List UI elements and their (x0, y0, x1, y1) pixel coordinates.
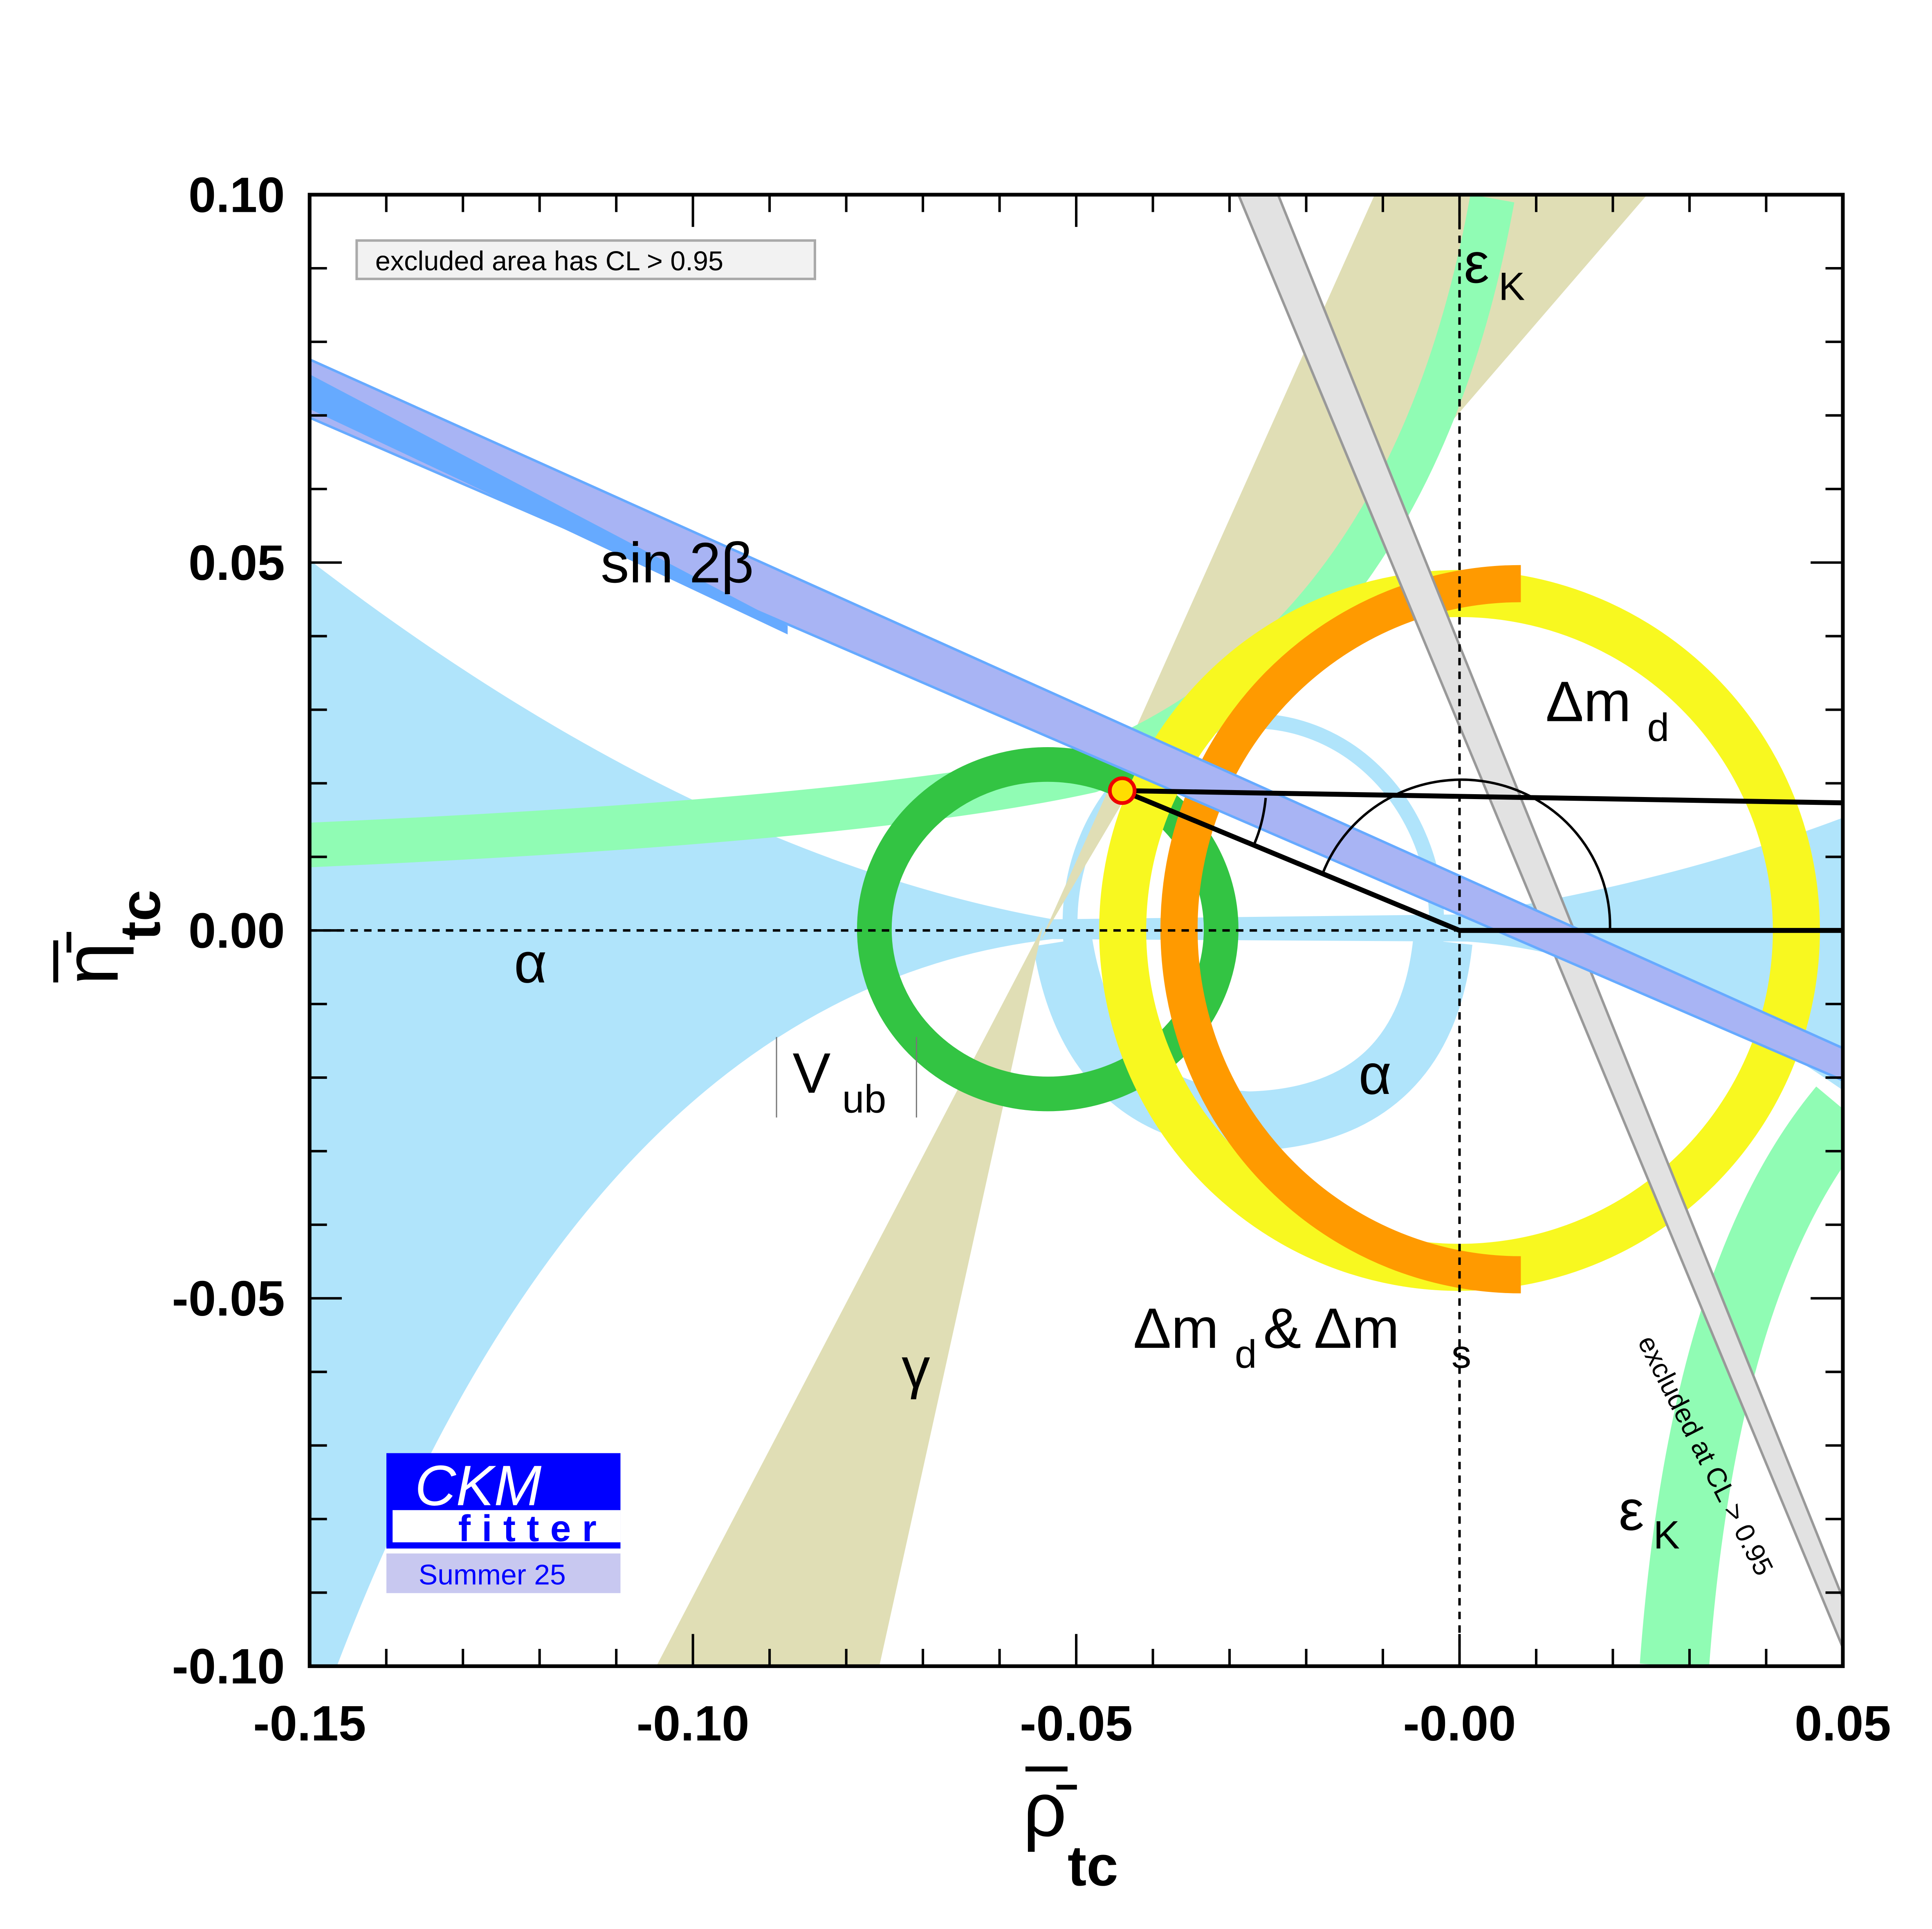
svg-text:CKM: CKM (415, 1454, 542, 1518)
x-axis-title: ρ̄ tc (1023, 1766, 1118, 1898)
svg-text:excluded area has CL > 0.95: excluded area has CL > 0.95 (375, 246, 723, 276)
x-tick-label: 0.05 (1795, 1695, 1891, 1751)
label-epsK-top: ε K (1464, 231, 1525, 308)
svg-text:ε: ε (1619, 1478, 1644, 1542)
y-tick-label: 0.10 (188, 167, 285, 222)
triangle-side-top (1122, 788, 1843, 806)
angle-arc-origin (1321, 778, 1611, 930)
svg-text:K: K (1654, 1513, 1680, 1557)
axes: -0.15 -0.10 -0.05 -0.00 0.05-0.10-0.050.000.… (172, 167, 1891, 1751)
svg-text:s: s (1452, 1332, 1471, 1376)
label-gamma: γ (902, 1336, 930, 1400)
label-sin2beta: sin 2β (601, 531, 754, 595)
svg-text:d: d (1235, 1332, 1257, 1376)
svg-text:Δm: Δm (1133, 1296, 1218, 1360)
svg-text:Summer 25: Summer 25 (419, 1558, 566, 1590)
gamma-region-upper (1040, 195, 1647, 942)
y-tick-label: -0.05 (172, 1271, 285, 1326)
y-tick-label: -0.10 (172, 1639, 285, 1694)
label-Vub: V ub (776, 1037, 917, 1121)
svg-text:ub: ub (842, 1076, 886, 1121)
y-tick-label: 0.05 (188, 535, 285, 591)
apex-point (1108, 776, 1137, 805)
ckmfitter-logo: CKM fitter Summer 25 (386, 1453, 621, 1593)
svg-text:fitter: fitter (458, 1508, 608, 1549)
dmd-dms-arc (1160, 565, 1521, 1293)
sin2beta-band (310, 358, 1843, 1082)
legend-box: excluded area has CL > 0.95 (355, 239, 817, 281)
y-tick-label: 0.00 (188, 903, 285, 959)
x-tick-label: -0.05 (1020, 1695, 1133, 1751)
sin2beta-inner-band (310, 374, 788, 635)
gamma-region-lower (656, 927, 1043, 1666)
x-tick-label: -0.00 (1403, 1695, 1516, 1751)
x-tick-label: -0.15 (253, 1695, 366, 1751)
label-alpha-left: α (514, 931, 547, 995)
svg-text:Δm: Δm (1546, 669, 1631, 733)
y-axis-title: η̄ tc (48, 890, 172, 985)
svg-text:K: K (1499, 264, 1525, 309)
label-dmd-dms: Δm d & Δm s (1133, 1296, 1471, 1376)
svg-text:d: d (1647, 705, 1669, 750)
angle-arc-apex (1252, 797, 1267, 847)
label-epsK-bottom: ε K (1619, 1478, 1680, 1557)
svg-text:tc: tc (108, 890, 172, 941)
triangle-side-left (1121, 788, 1461, 933)
label-alpha-right: α (1359, 1042, 1392, 1106)
svg-text:tc: tc (1068, 1834, 1118, 1898)
svg-text:& Δm: & Δm (1263, 1296, 1399, 1360)
svg-text:V: V (792, 1041, 830, 1105)
svg-text:ε: ε (1464, 231, 1489, 295)
constraint-regions (310, 195, 1843, 1666)
label-dmd: Δm d (1546, 669, 1669, 749)
x-tick-label: -0.10 (637, 1695, 749, 1751)
